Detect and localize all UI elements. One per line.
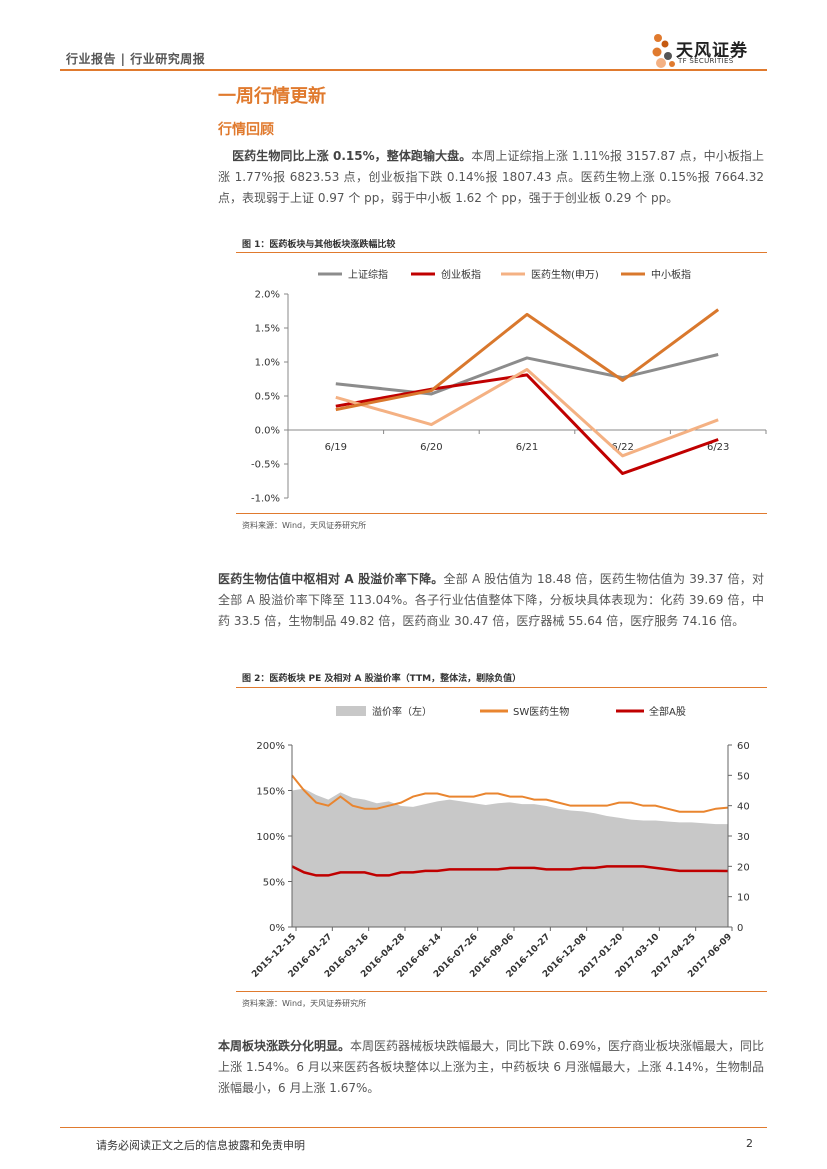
series-line: [335, 308, 720, 412]
y-right-tick-label: 0: [737, 923, 743, 934]
figure1-bottom-rule: [236, 513, 767, 514]
x-tick-label: 6/19: [325, 442, 347, 453]
y-left-tick-label: 100%: [256, 832, 285, 843]
footer-divider: [60, 1127, 767, 1128]
page-number: 2: [746, 1137, 753, 1150]
y-left-tick-label: 200%: [256, 741, 285, 752]
premium-area: [292, 788, 728, 927]
legend-label: 中小板指: [651, 268, 691, 281]
figure2-top-rule: [236, 687, 767, 688]
y-tick-label: -0.5%: [251, 460, 280, 471]
paragraph-text: 全部 A 股估值为 18.48 倍，医药生物估值为 39.37 倍，对全部 A …: [218, 572, 764, 628]
y-tick-label: 1.0%: [255, 358, 280, 369]
x-tick-label: 6/22: [611, 442, 633, 453]
y-right-tick-label: 20: [737, 862, 750, 873]
legend-label: 全部A股: [649, 705, 686, 718]
y-tick-label: 2.0%: [255, 290, 280, 301]
y-tick-label: -1.0%: [251, 494, 280, 505]
y-right-tick-label: 10: [737, 893, 750, 904]
legend-label: 创业板指: [441, 268, 481, 281]
paragraph-text: 本周医药器械板块跌幅最大，同比下跌 0.69%，医疗商业板块涨幅最大，同比上涨 …: [218, 1039, 764, 1095]
y-right-tick-label: 40: [737, 802, 750, 813]
paragraph-lead: 本周板块涨跌分化明显。: [218, 1039, 351, 1053]
figure2-area-chart: 溢价率（左） SW医药生物 全部A股 200% 150% 100% 50% 0% 60 50 40 3…: [250, 705, 750, 980]
section-title: 一周行情更新: [218, 86, 326, 107]
y-right-tick-label: 50: [737, 771, 750, 782]
y-tick-label: 1.5%: [255, 324, 280, 335]
series-line: [291, 774, 729, 813]
legend-swatch: [336, 706, 366, 716]
y-left-tick-label: 50%: [263, 878, 285, 889]
x-tick-label: 6/20: [420, 442, 442, 453]
y-right-tick-label: 60: [737, 741, 750, 752]
y-left-tick-label: 0%: [269, 923, 285, 934]
figure2-title: 图 2：医药板块 PE 及相对 A 股溢价率（TTM，整体法，剔除负值）: [242, 674, 522, 684]
paragraph-sector-performance: 本周板块涨跌分化明显。本周医药器械板块跌幅最大，同比下跌 0.69%，医疗商业板…: [218, 1036, 764, 1099]
footer-disclaimer: 请务必阅读正文之后的信息披露和免责申明: [96, 1139, 305, 1152]
legend-label: 溢价率（左）: [372, 705, 432, 718]
paragraph-market-review: 医药生物同比上涨 0.15%，整体跑输大盘。本周上证综指上涨 1.11%报 31…: [218, 146, 764, 209]
legend-label: 医药生物(申万): [531, 268, 599, 281]
header-divider: [60, 69, 767, 71]
series-line: [291, 865, 729, 877]
brand-name-en: TF SECURITIES: [678, 57, 734, 65]
x-tick-label: 6/23: [707, 442, 729, 453]
series-line: [335, 373, 719, 476]
figure1-line-chart: 上证综指 创业板指 医药生物(申万) 中小板指 2.0% 1.5% 1.0% 0.5% 0.0%…: [251, 268, 767, 505]
legend-label: 上证综指: [348, 268, 388, 281]
section-subtitle: 行情回顾: [218, 122, 274, 138]
figure1-top-rule: [236, 252, 767, 253]
y-tick-label: 0.0%: [255, 426, 280, 437]
figure2-source: 资料来源：Wind，天风证券研究所: [242, 999, 367, 1008]
y-left-tick-label: 150%: [256, 787, 285, 798]
paragraph-lead: 医药生物估值中枢相对 A 股溢价率下降。: [218, 572, 444, 586]
brand-logo-icon: [652, 34, 675, 68]
series-line: [335, 367, 719, 458]
report-category: 行业报告 | 行业研究周报: [66, 52, 206, 66]
paragraph-text: 本周上证综指上涨 1.11%报 3157.87 点，中小板指上涨 1.77%报 …: [218, 149, 764, 205]
legend-label: SW医药生物: [513, 705, 569, 718]
figure1-title: 图 1：医药板块与其他板块涨跌幅比较: [242, 240, 396, 250]
y-right-tick-label: 30: [737, 832, 750, 843]
y-tick-label: 0.5%: [255, 392, 280, 403]
series-line: [335, 353, 719, 396]
brand-name: 天风证券: [676, 41, 748, 61]
paragraph-lead: 医药生物同比上涨 0.15%，整体跑输大盘。: [232, 149, 472, 163]
figure1-source: 资料来源：Wind，天风证券研究所: [242, 521, 367, 530]
x-tick-label: 6/21: [516, 442, 538, 453]
paragraph-valuation: 医药生物估值中枢相对 A 股溢价率下降。全部 A 股估值为 18.48 倍，医药…: [218, 569, 764, 632]
figure2-bottom-rule: [236, 991, 767, 992]
